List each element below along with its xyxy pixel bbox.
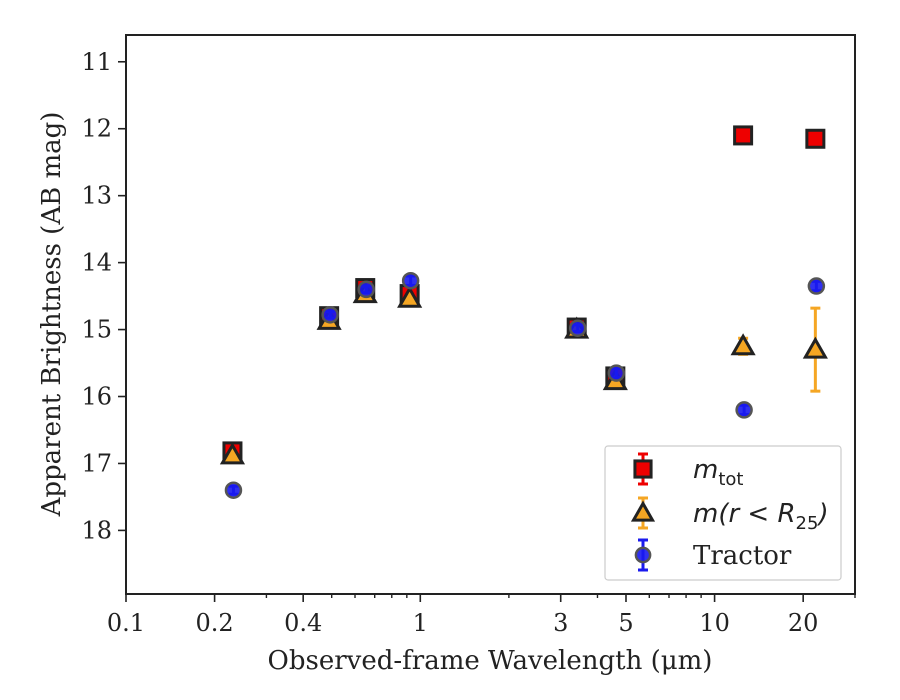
point-m-r25 <box>730 333 756 356</box>
y-tick-label: 14 <box>81 249 112 277</box>
x-tick-label: 0.2 <box>196 609 234 637</box>
legend-label-tractor: Tractor <box>693 541 792 571</box>
point-m-r25 <box>219 442 246 465</box>
x-axis-label: Observed-frame Wavelength (μm) <box>268 646 713 676</box>
y-tick-label: 12 <box>81 115 112 143</box>
data-layer <box>219 125 828 499</box>
point-m-r25 <box>397 285 423 308</box>
y-tick-label: 18 <box>81 516 112 544</box>
point-m-r25 <box>802 336 828 359</box>
point-tractor <box>735 401 753 419</box>
point-tractor <box>568 319 587 337</box>
x-tick-label: 0.1 <box>107 609 145 637</box>
legend: mtot m(r < R25) Tractor <box>604 445 842 581</box>
point-tractor <box>357 280 375 299</box>
legend-marker-m-r25 <box>630 500 656 522</box>
plot-frame <box>125 34 856 595</box>
x-tick-label: 5 <box>618 609 633 637</box>
point-tractor <box>401 271 420 290</box>
legend-label-mtot: mtot <box>693 455 743 490</box>
point-tractor <box>321 306 339 324</box>
legend-marker-mtot <box>633 459 653 479</box>
point-mtot <box>733 125 754 146</box>
x-tick-label: 10 <box>699 609 730 637</box>
x-tick-label: 0.4 <box>284 609 322 637</box>
y-tick-label: 15 <box>81 316 112 344</box>
x-tick-label: 20 <box>788 609 819 637</box>
y-tick-label: 13 <box>81 182 112 210</box>
point-tractor <box>807 277 826 295</box>
point-tractor <box>224 481 243 499</box>
y-tick-label: 11 <box>81 48 112 76</box>
y-tick-label: 16 <box>81 383 112 411</box>
x-tick-label: 1 <box>413 609 428 637</box>
legend-frame <box>604 445 842 581</box>
y-axis-label: Apparent Brightness (AB mag) <box>37 112 67 518</box>
y-tick-label: 17 <box>81 449 112 477</box>
point-tractor <box>607 364 626 382</box>
x-tick-label: 3 <box>553 609 568 637</box>
legend-label-m-r25: m(r < R25) <box>693 499 829 534</box>
legend-marker-tractor <box>634 546 652 564</box>
point-mtot <box>805 128 826 149</box>
series-tractor <box>224 271 826 499</box>
